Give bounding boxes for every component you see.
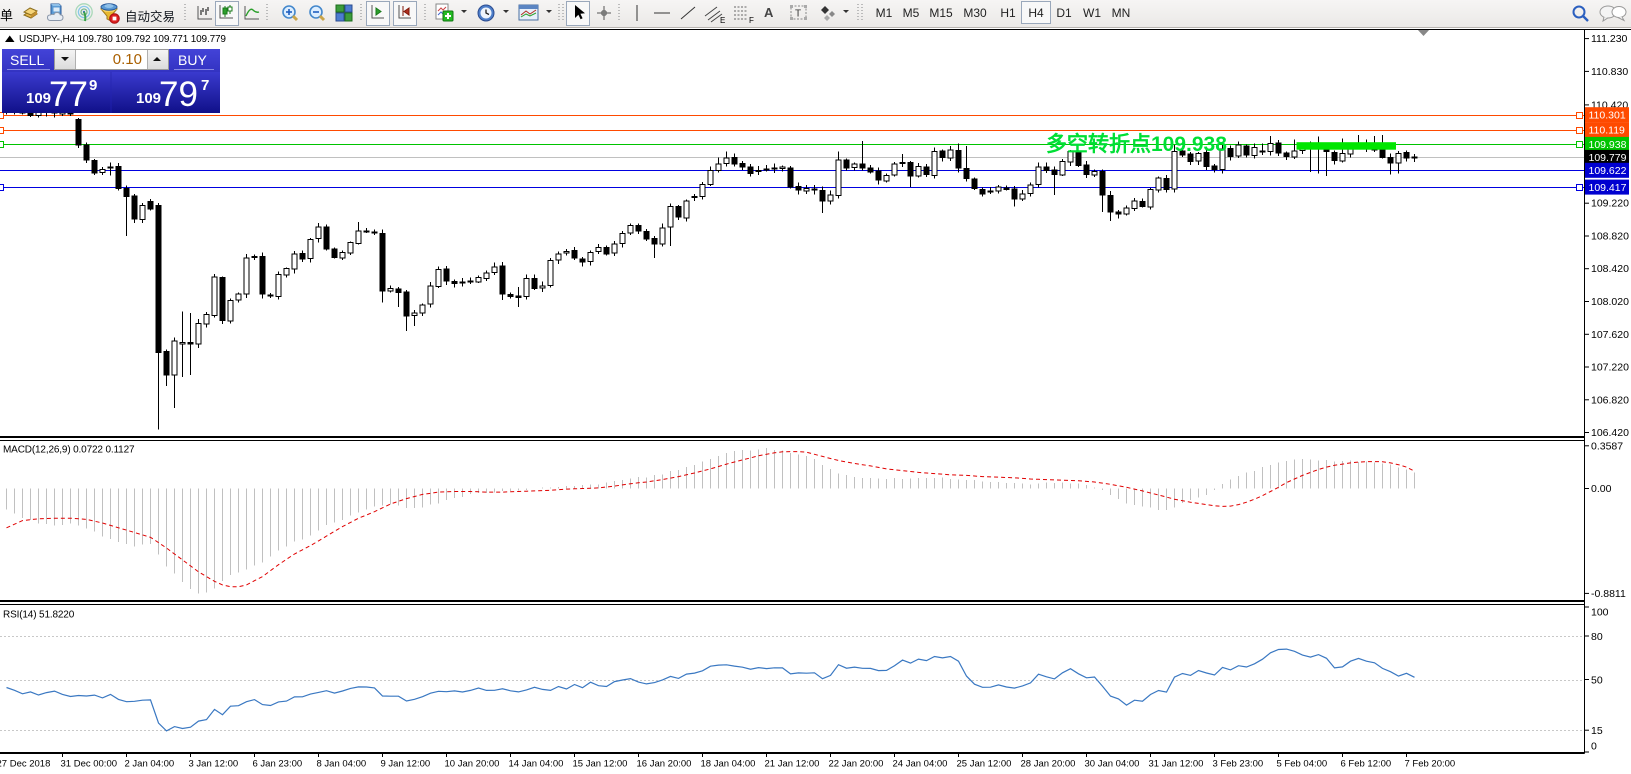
svg-text:111.230: 111.230: [1591, 33, 1628, 45]
svg-text:109.622: 109.622: [1589, 165, 1627, 177]
svg-text:108.020: 108.020: [1591, 296, 1629, 308]
svg-text:15 Jan 12:00: 15 Jan 12:00: [573, 759, 628, 770]
svg-text:107.220: 107.220: [1591, 362, 1629, 374]
svg-text:0: 0: [1591, 741, 1597, 753]
svg-text:80: 80: [1591, 631, 1603, 643]
svg-text:110.830: 110.830: [1591, 66, 1628, 78]
svg-text:3 Jan 12:00: 3 Jan 12:00: [189, 759, 239, 770]
svg-text:14 Jan 04:00: 14 Jan 04:00: [509, 759, 564, 770]
svg-text:T: T: [795, 9, 801, 20]
svg-text:E: E: [720, 16, 725, 25]
svg-text:110.301: 110.301: [1589, 110, 1626, 122]
svg-text:-0.8811: -0.8811: [1591, 588, 1626, 600]
svg-text:109.938: 109.938: [1589, 139, 1627, 151]
svg-text:6 Jan 23:00: 6 Jan 23:00: [253, 759, 303, 770]
svg-text:多空转折点109.938: 多空转折点109.938: [1046, 132, 1227, 156]
svg-text:18 Jan 04:00: 18 Jan 04:00: [701, 759, 756, 770]
svg-text:108.420: 108.420: [1591, 263, 1629, 275]
svg-text:F: F: [749, 16, 754, 25]
svg-text:31 Jan 12:00: 31 Jan 12:00: [1149, 759, 1204, 770]
svg-text:100: 100: [1591, 607, 1609, 619]
svg-text:50: 50: [1591, 675, 1603, 687]
svg-text:109.220: 109.220: [1591, 198, 1629, 210]
svg-text:3 Feb 23:00: 3 Feb 23:00: [1213, 759, 1264, 770]
svg-text:28 Jan 20:00: 28 Jan 20:00: [1021, 759, 1076, 770]
svg-text:10 Jan 20:00: 10 Jan 20:00: [445, 759, 500, 770]
svg-text:0.3587: 0.3587: [1591, 440, 1623, 452]
svg-text:2 Jan 04:00: 2 Jan 04:00: [125, 759, 175, 770]
svg-text:8 Jan 04:00: 8 Jan 04:00: [317, 759, 367, 770]
svg-text:7 Feb 20:00: 7 Feb 20:00: [1405, 759, 1456, 770]
svg-text:31 Dec 00:00: 31 Dec 00:00: [61, 759, 118, 770]
svg-text:109.417: 109.417: [1589, 182, 1627, 194]
svg-text:6 Feb 12:00: 6 Feb 12:00: [1341, 759, 1392, 770]
svg-text:30 Jan 04:00: 30 Jan 04:00: [1085, 759, 1140, 770]
svg-text:22 Jan 20:00: 22 Jan 20:00: [829, 759, 884, 770]
svg-text:USDJPY-,H4 109.780 109.792 10: USDJPY-,H4 109.780 109.792 109.771 109.7…: [19, 34, 226, 45]
svg-text:27 Dec 2018: 27 Dec 2018: [0, 759, 50, 770]
svg-text:109.779: 109.779: [1589, 152, 1627, 164]
svg-text:25 Jan 12:00: 25 Jan 12:00: [957, 759, 1012, 770]
svg-text:16 Jan 20:00: 16 Jan 20:00: [637, 759, 692, 770]
svg-text:0.00: 0.00: [1591, 483, 1612, 495]
svg-text:21 Jan 12:00: 21 Jan 12:00: [765, 759, 820, 770]
svg-text:110.119: 110.119: [1589, 124, 1626, 136]
svg-text:107.620: 107.620: [1591, 329, 1629, 341]
svg-text:5 Feb 04:00: 5 Feb 04:00: [1277, 759, 1328, 770]
svg-text:106.420: 106.420: [1591, 427, 1629, 439]
svg-text:106.820: 106.820: [1591, 394, 1629, 406]
svg-text:108.820: 108.820: [1591, 231, 1629, 243]
svg-text:15: 15: [1591, 725, 1603, 737]
svg-text:9 Jan 12:00: 9 Jan 12:00: [381, 759, 431, 770]
svg-text:MACD(12,26,9) 0.0722 0.1127: MACD(12,26,9) 0.0722 0.1127: [3, 445, 135, 456]
svg-text:RSI(14) 51.8220: RSI(14) 51.8220: [3, 610, 75, 621]
svg-text:24 Jan 04:00: 24 Jan 04:00: [893, 759, 948, 770]
